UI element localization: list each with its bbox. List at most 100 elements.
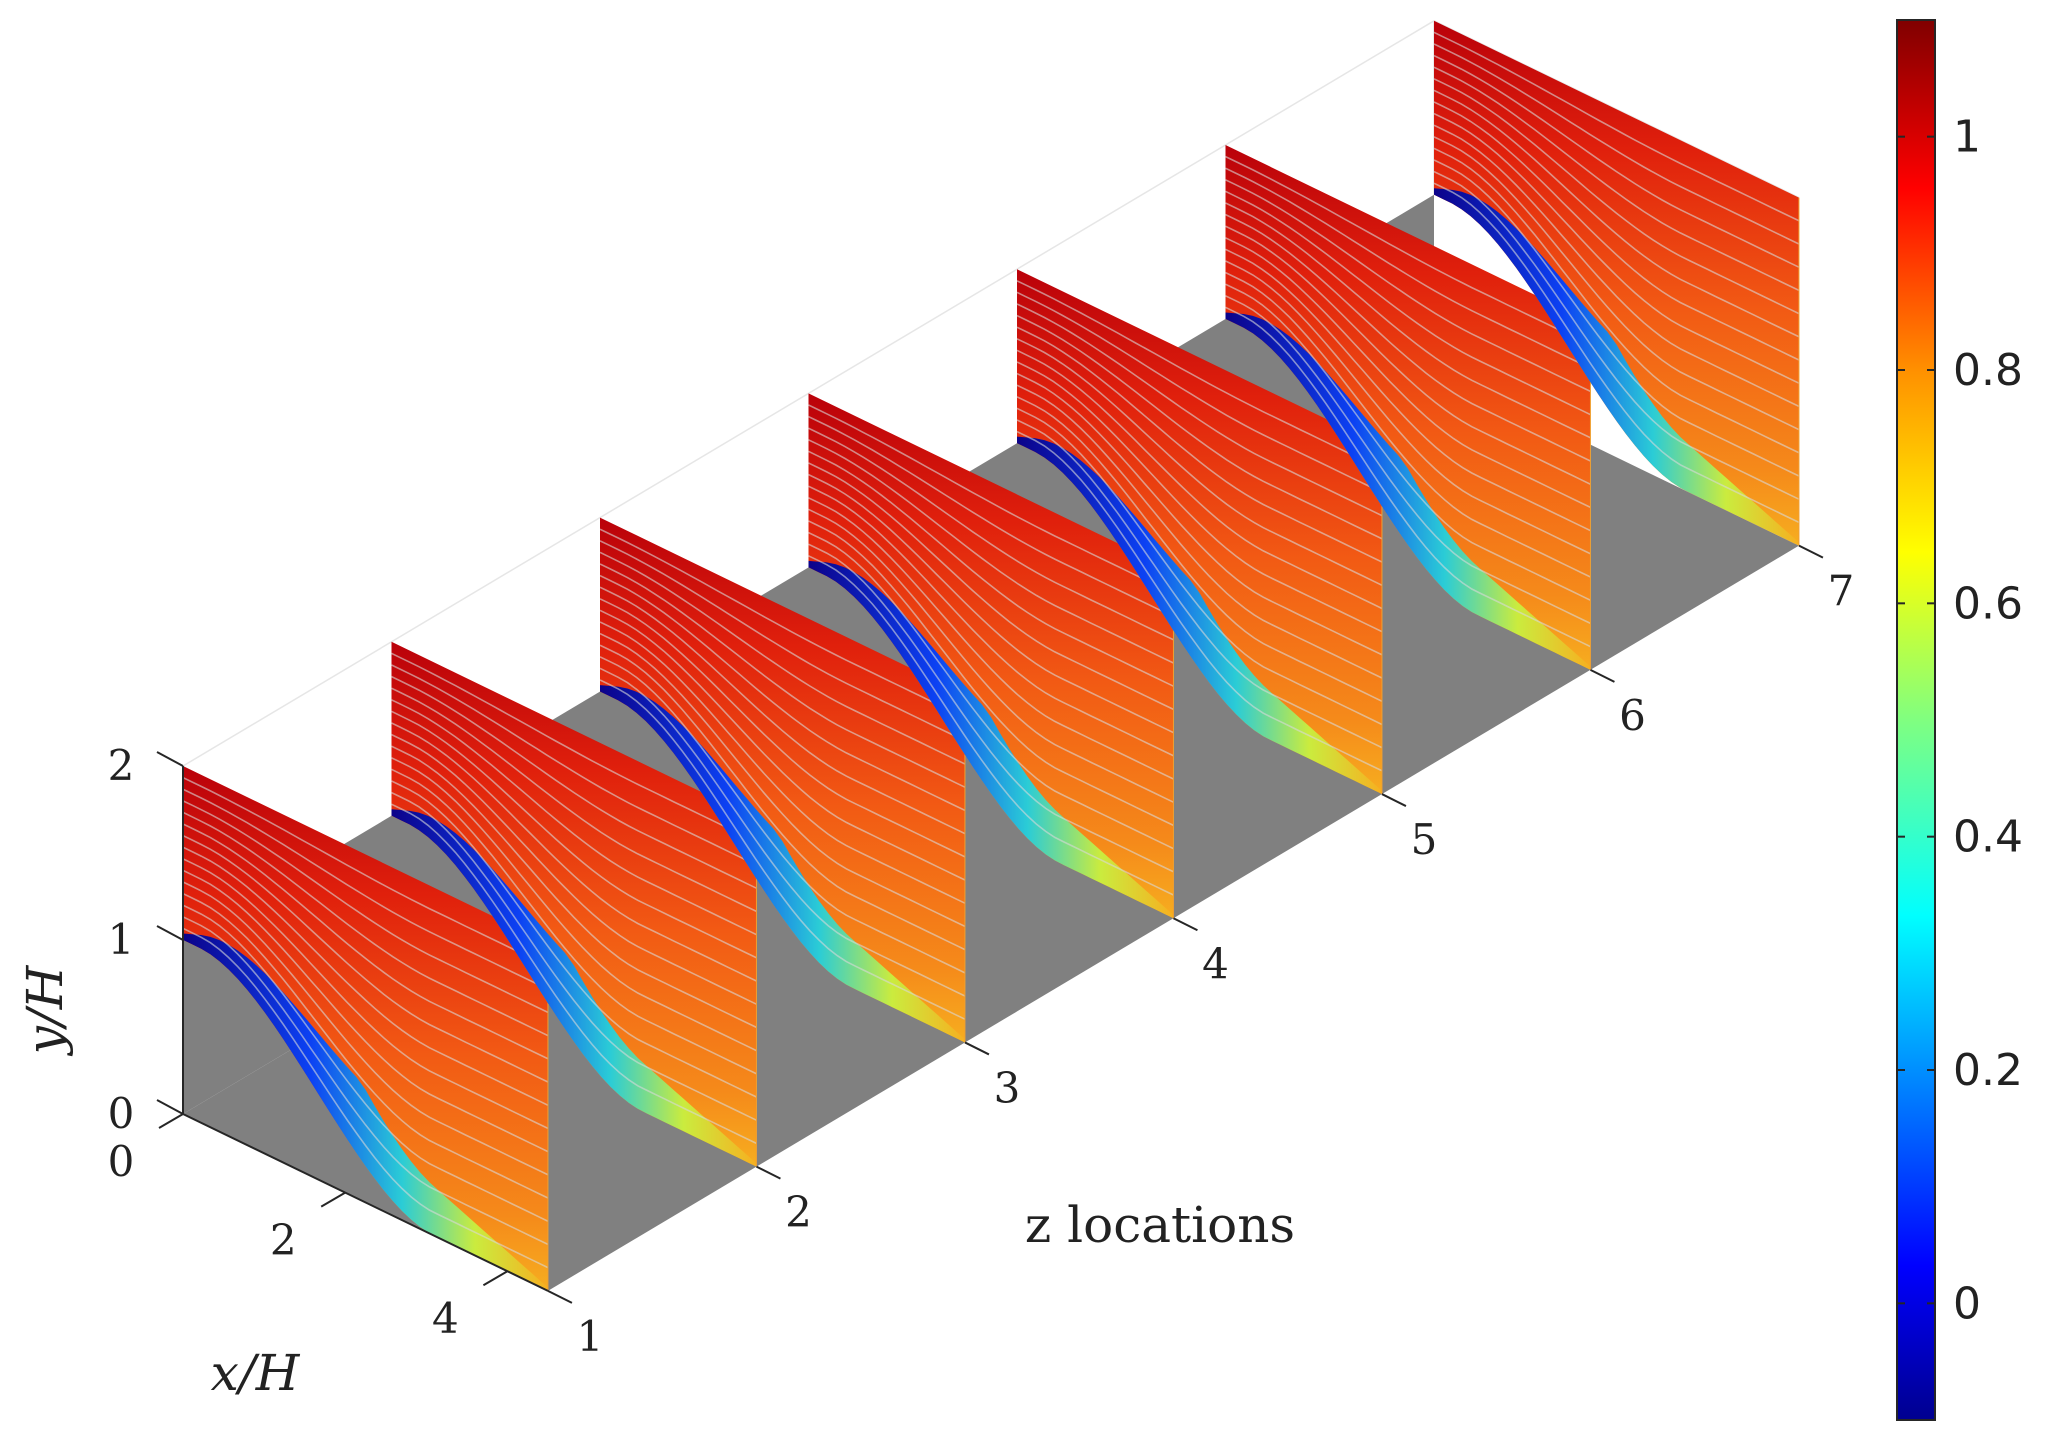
- z-tick-label: 6: [1619, 691, 1646, 740]
- axis-ticks: 1 2 3 4 5 6 7 0 2 4 0 1 2: [108, 544, 1855, 1361]
- streamline: [600, 574, 965, 812]
- streamline: [1434, 170, 1799, 500]
- streamline: [600, 528, 965, 719]
- streamline: [600, 598, 965, 858]
- colorbar: 0 0.2 0.4 0.6 0.8 1: [1896, 19, 2023, 1421]
- streamline: [808, 543, 1174, 873]
- streamline: [1017, 326, 1382, 563]
- streamline: [1017, 303, 1382, 517]
- x-tick-mark: [482, 1270, 508, 1287]
- colorbar-tick-label: 1: [1953, 112, 1981, 163]
- streamline: [1434, 78, 1799, 315]
- streamline: [1434, 31, 1799, 222]
- streamline: [1225, 179, 1591, 393]
- streamline: [808, 473, 1174, 734]
- streamline: [391, 687, 757, 913]
- streamline: [808, 415, 1174, 618]
- z-tick-label: 7: [1828, 567, 1855, 616]
- streamline: [600, 621, 965, 904]
- streamline: [183, 776, 548, 967]
- streamline: [600, 563, 965, 788]
- streamline: [391, 803, 757, 1145]
- colorbar-tick-label: 0.6: [1953, 578, 2023, 629]
- streamline: [183, 904, 548, 1223]
- streamline: [183, 823, 548, 1060]
- z-tick-mark: [756, 1165, 781, 1180]
- streamline: [391, 768, 757, 1075]
- streamline: [1434, 136, 1799, 431]
- streamline: [391, 664, 757, 866]
- streamline: [1225, 248, 1591, 532]
- streamline: [183, 892, 548, 1199]
- z-tick-mark: [964, 1041, 990, 1056]
- streamline: [183, 800, 548, 1014]
- streamline: [1017, 338, 1382, 587]
- streamline: [1017, 384, 1382, 679]
- y-tick-mark: [156, 925, 184, 941]
- streamline: [1225, 190, 1591, 416]
- streamline: [600, 667, 965, 997]
- streamline: [1434, 54, 1799, 268]
- streamline: [183, 834, 548, 1083]
- streamline: [1434, 124, 1799, 408]
- y-tick-label: 1: [108, 915, 135, 964]
- streamline: [600, 551, 965, 765]
- streamline: [1017, 280, 1382, 470]
- streamline: [391, 733, 757, 1005]
- streamline: [391, 710, 757, 959]
- recirculation-zone: [391, 809, 757, 1167]
- streamline: [808, 439, 1174, 664]
- x-tick-label: 2: [270, 1216, 297, 1265]
- streamline: [1017, 291, 1382, 494]
- streamline: [1434, 112, 1799, 384]
- streamline: [808, 508, 1174, 803]
- x-axis-title: x/H: [211, 1344, 301, 1402]
- z-tick-label: 4: [1202, 939, 1229, 988]
- streamline: [183, 811, 548, 1037]
- colorbar-tick-label: 0.8: [1953, 345, 2023, 396]
- streamline: [183, 846, 548, 1107]
- x-tick-label: 0: [108, 1137, 135, 1186]
- streamline: [183, 858, 548, 1130]
- z-tick-mark: [1798, 544, 1824, 559]
- streamline: [1017, 419, 1382, 749]
- streamline: [1017, 372, 1382, 656]
- streamline: [600, 656, 965, 974]
- streamline: [600, 586, 965, 835]
- streamline: [808, 462, 1174, 711]
- streamline: [1434, 159, 1799, 477]
- streamline: [600, 540, 965, 742]
- recirculation-zone: [1225, 312, 1591, 670]
- streamline: [391, 791, 757, 1121]
- streamline: [183, 788, 548, 990]
- recirculation-zone: [1434, 188, 1799, 546]
- y-tick-label: 2: [108, 741, 135, 790]
- z-tick-mark: [1381, 793, 1407, 807]
- streamline: [1225, 155, 1591, 346]
- streamline: [391, 722, 757, 982]
- streamline: [391, 652, 757, 843]
- streamline: [1017, 361, 1382, 633]
- z-tick-label: 2: [785, 1188, 812, 1237]
- streamline: [1434, 101, 1799, 361]
- z-tick-label: 1: [577, 1312, 604, 1361]
- y-tick-label: 0: [108, 1089, 135, 1138]
- streamline: [808, 485, 1174, 757]
- z-tick-label: 3: [994, 1063, 1021, 1112]
- streamline: [600, 632, 965, 928]
- y-tick-mark: [156, 1099, 184, 1115]
- streamline: [1017, 349, 1382, 610]
- recirculation-zone: [183, 933, 548, 1291]
- streamline: [1434, 89, 1799, 338]
- streamline: [391, 699, 757, 936]
- colorbar-tick-label: 0.4: [1953, 812, 2023, 863]
- streamline: [1225, 202, 1591, 439]
- streamline: [808, 531, 1174, 850]
- streamline: [1225, 271, 1591, 578]
- streamline: [808, 555, 1174, 896]
- z-tick-mark: [1590, 668, 1615, 683]
- streamline: [391, 757, 757, 1052]
- streamline: [391, 745, 757, 1029]
- streamline: [1017, 430, 1382, 772]
